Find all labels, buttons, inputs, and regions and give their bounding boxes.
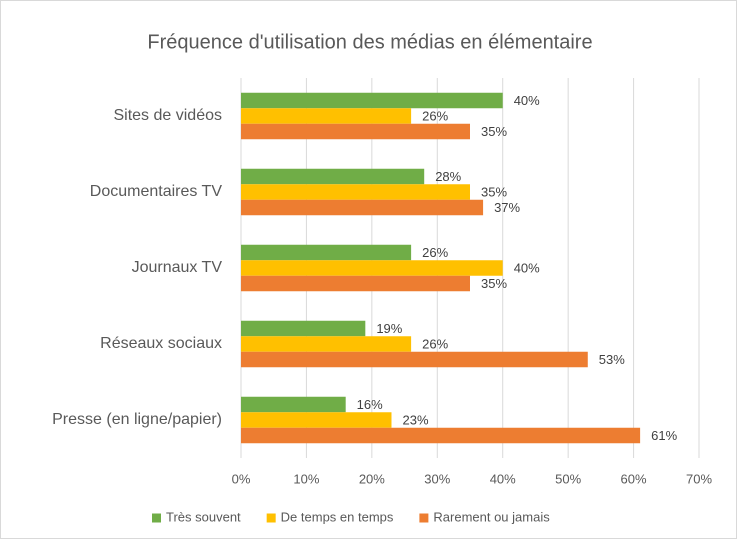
- bar: [241, 92, 503, 109]
- y-tick-label: Réseaux sociaux: [100, 335, 222, 352]
- x-tick-label: 30%: [424, 471, 450, 486]
- y-tick-label: Journaux TV: [132, 259, 223, 276]
- x-tick-label: 60%: [621, 471, 647, 486]
- data-label: 26%: [422, 336, 448, 351]
- x-tick-label: 0%: [232, 471, 251, 486]
- data-label: 16%: [357, 397, 383, 412]
- data-label: 19%: [376, 321, 402, 336]
- data-label: 23%: [402, 412, 428, 427]
- bar: [241, 123, 470, 140]
- y-tick-label: Documentaires TV: [90, 183, 223, 200]
- bar: [241, 168, 425, 185]
- bar: [241, 260, 503, 276]
- bar: [241, 184, 470, 200]
- legend-swatch: [266, 513, 276, 523]
- data-label: 40%: [514, 93, 540, 108]
- data-label: 40%: [514, 260, 540, 275]
- legend-label: Très souvent: [166, 509, 241, 524]
- data-label: 37%: [494, 200, 520, 215]
- bar: [241, 199, 484, 216]
- legend-label: De temps en temps: [281, 509, 394, 524]
- chart-title: Fréquence d'utilisation des médias en él…: [147, 31, 592, 53]
- data-label: 26%: [422, 245, 448, 260]
- bar: [241, 351, 588, 368]
- bar: [241, 412, 392, 428]
- legend-swatch: [419, 513, 429, 523]
- y-tick-label: Presse (en ligne/papier): [52, 411, 222, 428]
- data-label: 61%: [651, 428, 677, 443]
- bar: [241, 396, 346, 413]
- data-label: 35%: [481, 184, 507, 199]
- bar: [241, 108, 412, 124]
- bar: [241, 427, 641, 444]
- x-tick-label: 10%: [293, 471, 319, 486]
- y-tick-label: Sites de vidéos: [113, 107, 222, 124]
- bar: [241, 320, 366, 337]
- data-label: 35%: [481, 124, 507, 139]
- bar: [241, 275, 470, 292]
- bar: [241, 336, 412, 352]
- x-tick-label: 70%: [686, 471, 712, 486]
- bar: [241, 244, 412, 261]
- legend-swatch: [152, 513, 161, 523]
- data-label: 26%: [422, 108, 448, 123]
- x-tick-label: 20%: [359, 471, 385, 486]
- data-label: 28%: [435, 169, 461, 184]
- x-tick-label: 50%: [555, 471, 581, 486]
- data-label: 53%: [599, 352, 625, 367]
- x-tick-label: 40%: [490, 471, 516, 486]
- data-label: 35%: [481, 276, 507, 291]
- legend-label: Rarement ou jamais: [433, 509, 550, 524]
